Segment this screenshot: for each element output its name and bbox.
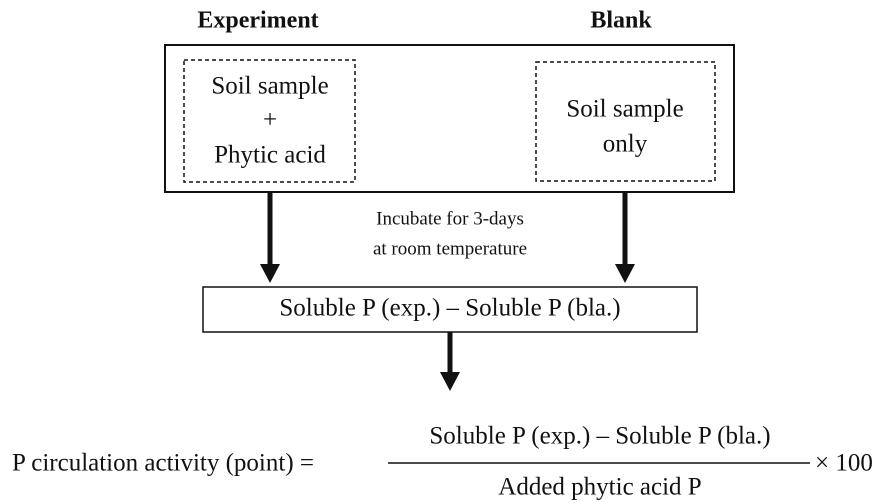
experiment-label: Experiment: [197, 8, 318, 34]
experiment-line: Phytic acid: [214, 142, 326, 169]
experiment-box: [183, 59, 356, 183]
formula-numerator: Soluble P (exp.) – Soluble P (bla.): [429, 423, 770, 450]
outer-box: [164, 44, 735, 193]
arrow-head: [440, 372, 460, 391]
blank-label: Blank: [590, 8, 652, 34]
experiment-line: +: [263, 107, 277, 134]
formula-multiplier: × 100: [815, 450, 873, 477]
difference-text: Soluble P (exp.) – Soluble P (bla.): [279, 295, 620, 322]
experiment-line: Soil sample: [211, 73, 328, 100]
arrow-head: [260, 264, 280, 283]
formula-denominator: Added phytic acid P: [498, 474, 701, 501]
incubation-line: at room temperature: [373, 238, 527, 259]
formula-lhs: P circulation activity (point) =: [12, 450, 314, 477]
blank-box: [535, 61, 716, 182]
arrow-head: [615, 264, 635, 283]
blank-line: Soil sample: [566, 96, 683, 123]
blank-line: only: [603, 131, 648, 158]
incubation-line: Incubate for 3-days: [376, 208, 524, 229]
